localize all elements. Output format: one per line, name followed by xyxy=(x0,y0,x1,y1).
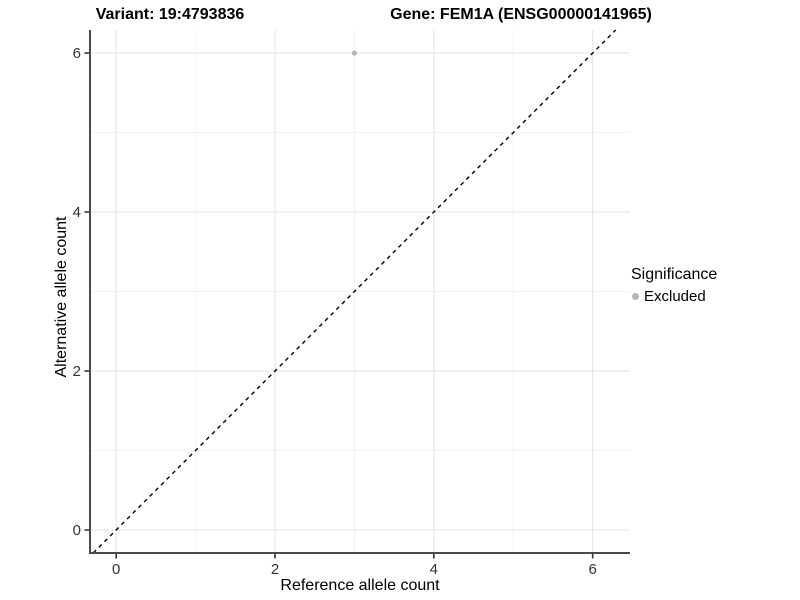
legend: Significance Excluded xyxy=(630,266,717,305)
legend-item: Excluded xyxy=(632,288,717,305)
plot-title-gene: Gene: FEM1A (ENSG00000141965) xyxy=(390,6,652,23)
y-tick-label: 4 xyxy=(73,204,81,221)
y-tick-label: 0 xyxy=(73,522,81,539)
x-tick-label: 6 xyxy=(589,561,597,578)
x-tick-label: 2 xyxy=(271,561,279,578)
plot-title-variant: Variant: 19:4793836 xyxy=(95,6,245,23)
y-tick-label: 6 xyxy=(73,45,81,62)
legend-key-dot-icon xyxy=(632,293,639,300)
y-tick-label: 2 xyxy=(73,363,81,380)
legend-item-label: Excluded xyxy=(644,288,706,305)
identity-dashed-line xyxy=(92,29,617,554)
y-axis-title: Alternative allele count xyxy=(53,216,70,378)
data-point xyxy=(351,50,358,56)
legend-items: Excluded xyxy=(630,288,717,305)
x-axis-title: Reference allele count xyxy=(280,577,440,594)
x-tick-label: 4 xyxy=(430,561,438,578)
legend-title: Significance xyxy=(631,266,718,283)
x-tick-label: 0 xyxy=(112,561,120,578)
